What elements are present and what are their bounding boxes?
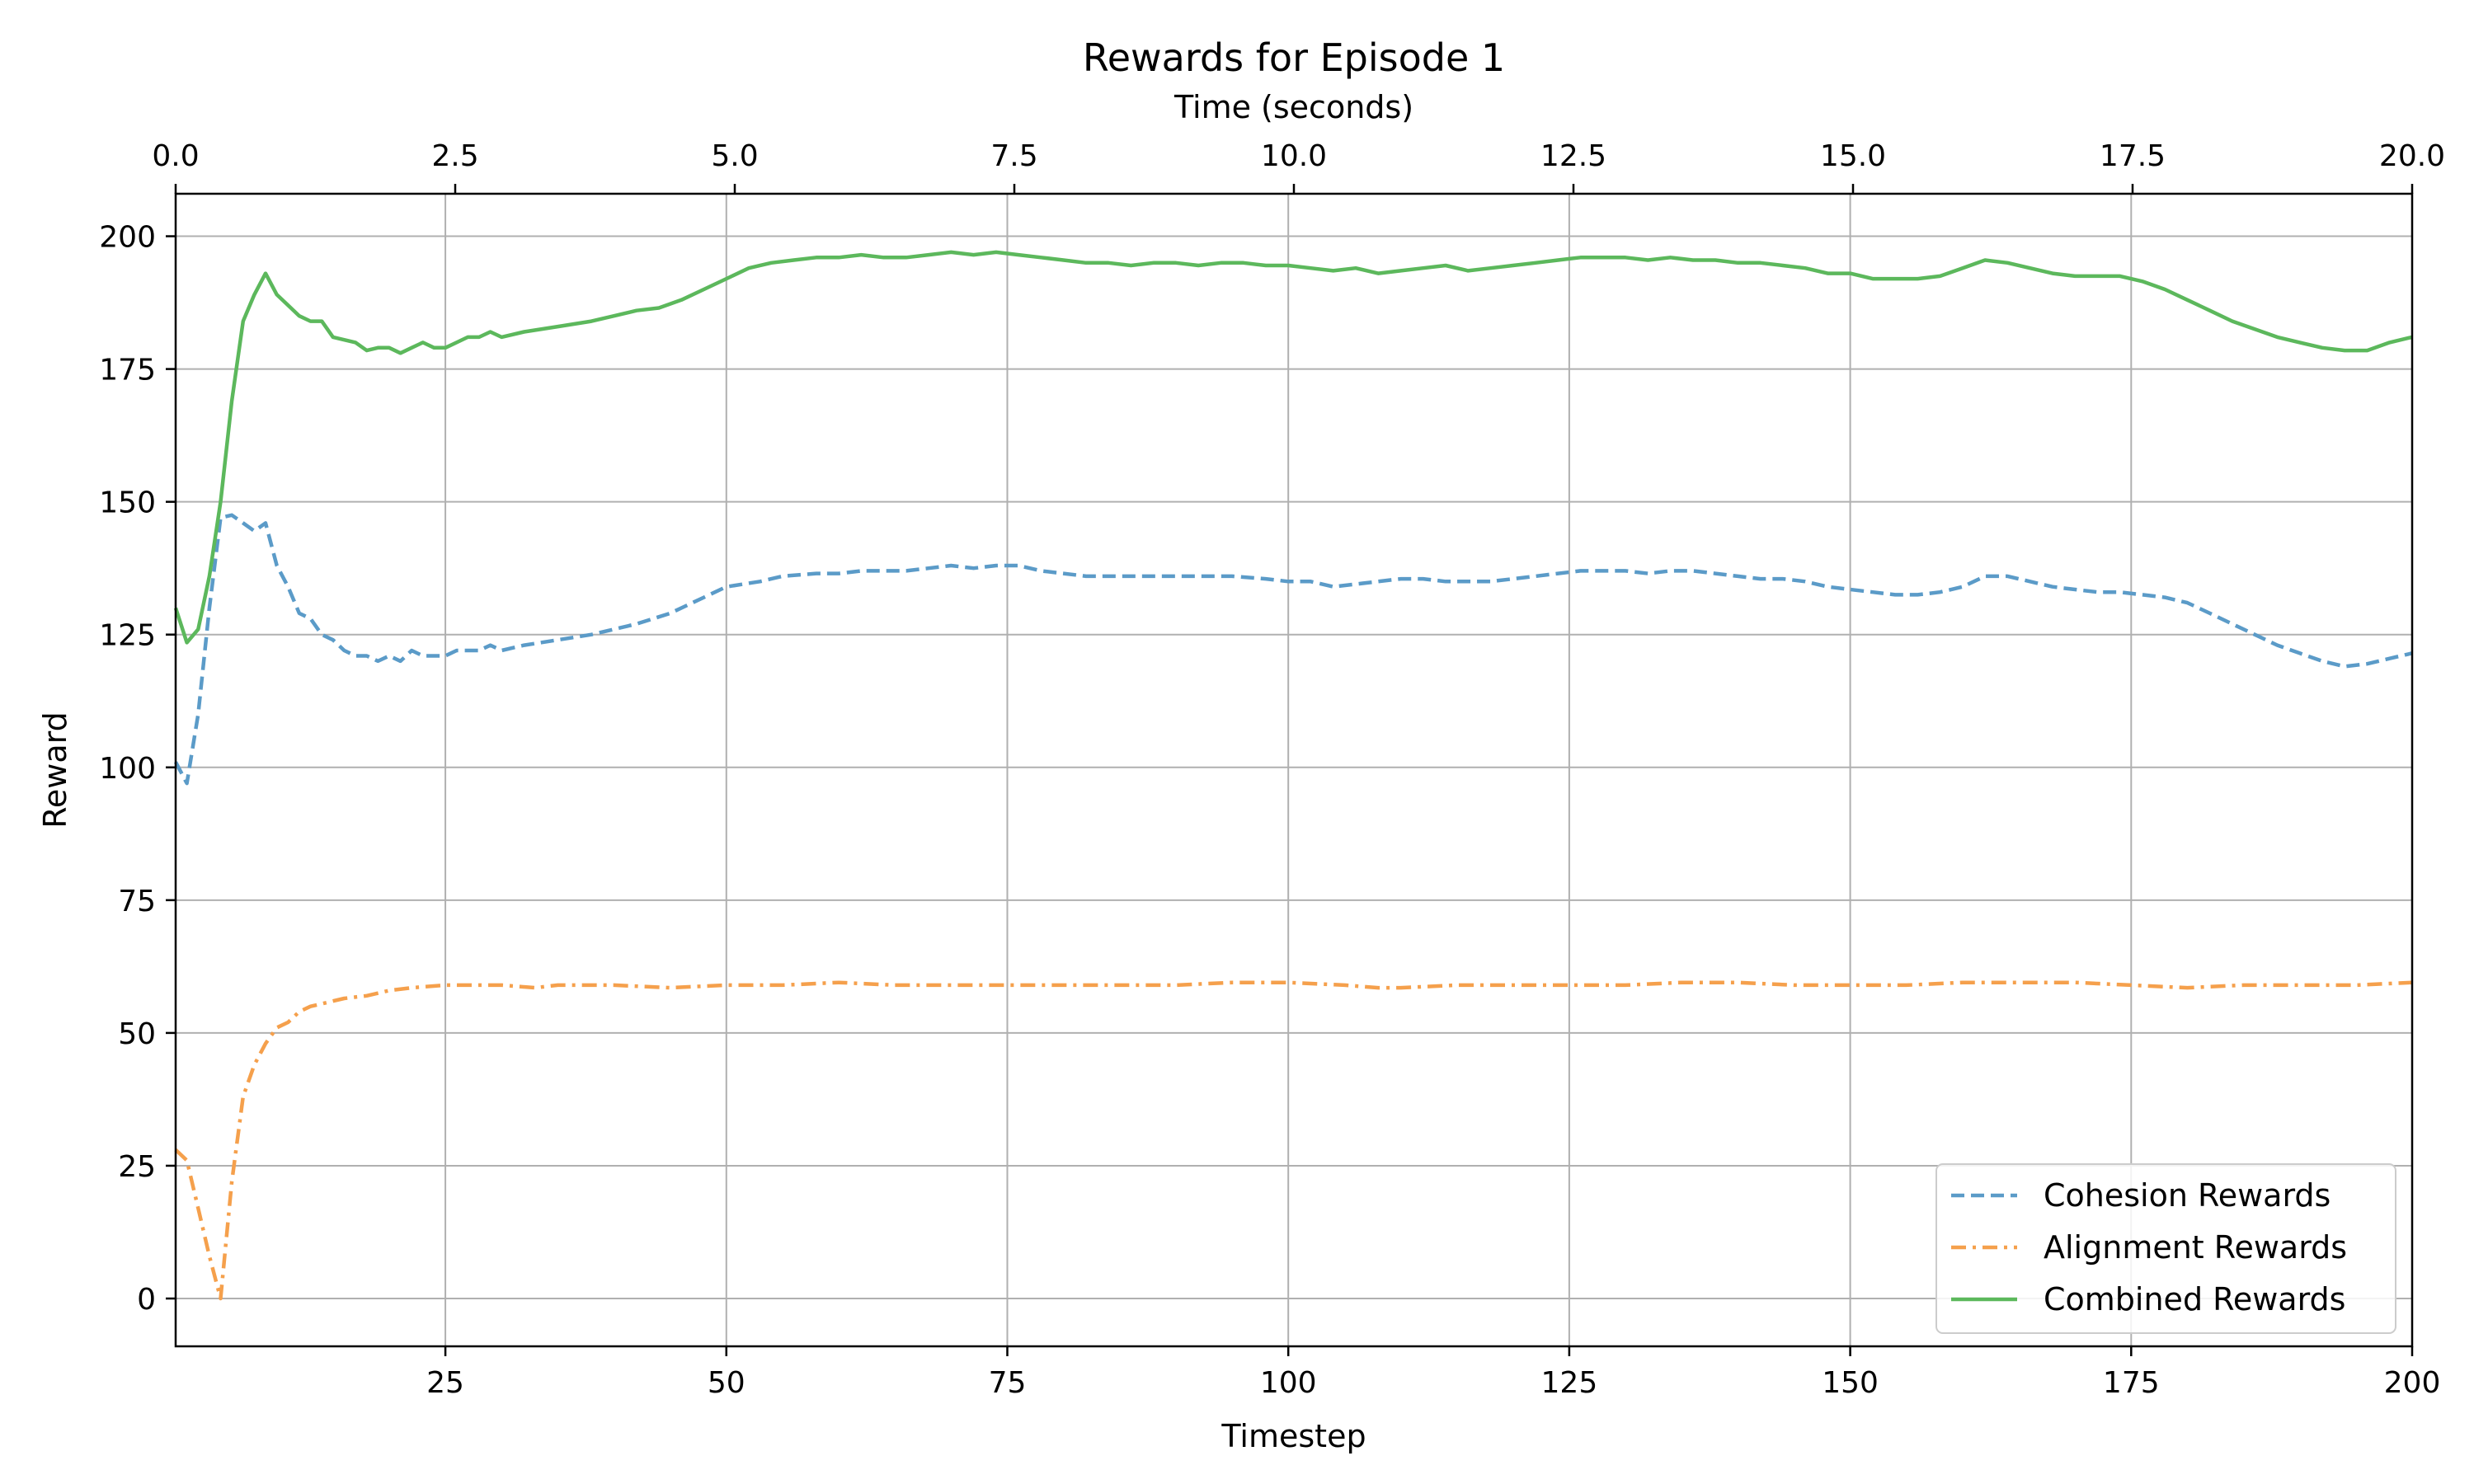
- top-tick-label: 5.0: [711, 139, 758, 173]
- x-tick-label: 25: [426, 1366, 464, 1400]
- top-tick-label: 2.5: [431, 139, 478, 173]
- top-tick-label: 7.5: [990, 139, 1037, 173]
- top-tick-label: 0.0: [152, 139, 199, 173]
- legend-box: [1935, 1163, 2396, 1334]
- y-tick-label: 50: [118, 1017, 156, 1051]
- top-tick-label: 20.0: [2379, 139, 2445, 173]
- top-tick-label: 10.0: [1261, 139, 1327, 173]
- x-tick-label: 200: [2384, 1366, 2441, 1400]
- top-axis-label: Time (seconds): [1174, 89, 1413, 125]
- chart-title: Rewards for Episode 1: [1083, 35, 1505, 80]
- x-axis-label: Timestep: [1221, 1418, 1366, 1454]
- series-layer: [173, 250, 2413, 1301]
- series-line-1: [174, 513, 2413, 786]
- x-tick-label: 75: [989, 1366, 1027, 1400]
- top-tick-label: 17.5: [2100, 139, 2166, 173]
- y-tick-label: 25: [118, 1150, 156, 1184]
- series-line-2: [174, 980, 2413, 1301]
- legend-label: Cohesion Rewards: [2044, 1177, 2331, 1214]
- y-tick-label: 0: [137, 1283, 156, 1317]
- y-tick-label: 125: [99, 619, 156, 653]
- x-tick-label: 50: [708, 1366, 745, 1400]
- top-tick-label: 15.0: [1820, 139, 1886, 173]
- y-tick-label: 75: [118, 885, 156, 918]
- legend-label: Combined Rewards: [2044, 1281, 2345, 1317]
- legend: Cohesion Rewards Alignment Rewards Combine…: [1935, 1163, 2396, 1334]
- y-tick-label: 100: [99, 752, 156, 786]
- y-tick-label: 175: [99, 354, 156, 387]
- x-tick-label: 150: [1822, 1366, 1879, 1400]
- y-axis-label: Reward: [37, 711, 73, 829]
- y-tick-label: 200: [99, 221, 156, 255]
- legend-label: Alignment Rewards: [2044, 1229, 2347, 1266]
- x-tick-label: 125: [1541, 1366, 1598, 1400]
- y-tick-label: 150: [99, 486, 156, 520]
- x-tick-label: 100: [1260, 1366, 1317, 1400]
- series-line-3: [173, 250, 2413, 645]
- top-tick-label: 12.5: [1540, 139, 1606, 173]
- x-tick-label: 175: [2103, 1366, 2160, 1400]
- ticks: 25 50 75 100 125 150 175 200 0 25 50 75 100 125 150 175…: [99, 139, 2445, 1400]
